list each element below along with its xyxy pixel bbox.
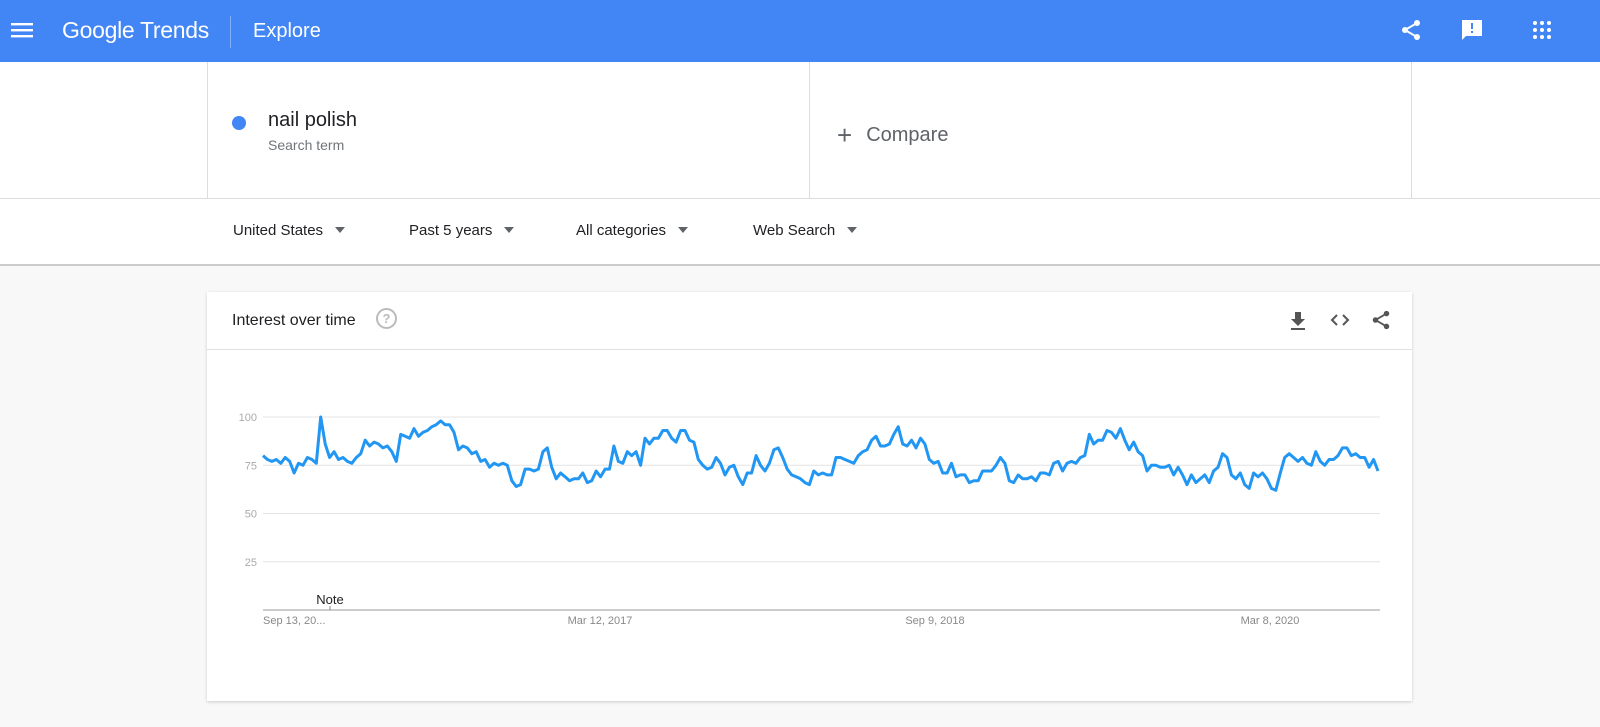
category-label: All categories — [576, 222, 667, 239]
y-tick-label: 100 — [239, 412, 257, 424]
card-divider — [207, 349, 1412, 350]
x-tick-label: Sep 13, 20... — [263, 615, 325, 627]
share-icon[interactable] — [1370, 309, 1392, 331]
menu-icon[interactable] — [11, 21, 33, 39]
share-icon[interactable] — [1399, 18, 1423, 42]
series-line-nail-polish — [262, 415, 1380, 492]
region-dropdown[interactable]: United States — [233, 222, 346, 239]
search-type-dropdown[interactable]: Web Search — [753, 222, 858, 239]
category-dropdown[interactable]: All categories — [576, 222, 689, 239]
x-tick-label: Mar 8, 2020 — [1241, 615, 1300, 627]
card-title: Interest over time — [232, 312, 356, 329]
search-type-label: Web Search — [753, 222, 836, 239]
embed-icon[interactable] — [1329, 309, 1351, 331]
search-terms-panel: nail polish Search term + Compare — [0, 62, 1600, 199]
apps-icon[interactable] — [1530, 18, 1554, 42]
download-icon[interactable] — [1287, 309, 1309, 331]
compare-label: Compare — [866, 124, 949, 146]
feedback-icon[interactable] — [1460, 18, 1484, 42]
y-tick-label: 25 — [245, 557, 257, 569]
help-icon[interactable]: ? — [376, 308, 397, 329]
time-range-label: Past 5 years — [409, 222, 493, 239]
caret-down-icon — [335, 227, 346, 233]
y-tick-label: 75 — [245, 460, 257, 472]
caret-down-icon — [847, 227, 858, 233]
time-range-dropdown[interactable]: Past 5 years — [409, 222, 515, 239]
caret-down-icon — [678, 227, 689, 233]
interest-over-time-card: Interest over time ? 25 50 75 100 Sep 13, 20… — [207, 292, 1412, 701]
plus-icon: + — [837, 120, 853, 150]
x-tick-label: Sep 9, 2018 — [905, 615, 964, 627]
divider — [809, 62, 810, 198]
header-divider — [230, 16, 231, 48]
app-header: Google Trends Explore — [0, 0, 1600, 62]
note-label: Note — [316, 592, 343, 607]
search-term-type: Search term — [268, 137, 345, 153]
divider — [1411, 62, 1412, 198]
term-color-dot — [232, 116, 246, 130]
divider — [207, 62, 208, 198]
google-trends-logo[interactable]: Google Trends — [62, 17, 209, 43]
page-title: Explore — [253, 20, 321, 42]
region-label: United States — [233, 222, 324, 239]
compare-button[interactable]: + Compare — [837, 120, 948, 151]
interest-line-chart[interactable]: 25 50 75 100 Sep 13, 20... Mar 12, 2017 Sep 9,… — [207, 292, 1412, 701]
y-tick-label: 50 — [245, 509, 257, 521]
filter-bar: United States Past 5 years All categorie… — [0, 199, 1600, 266]
caret-down-icon — [504, 227, 515, 233]
x-tick-label: Mar 12, 2017 — [568, 615, 633, 627]
search-term-label: nail polish — [268, 109, 357, 131]
